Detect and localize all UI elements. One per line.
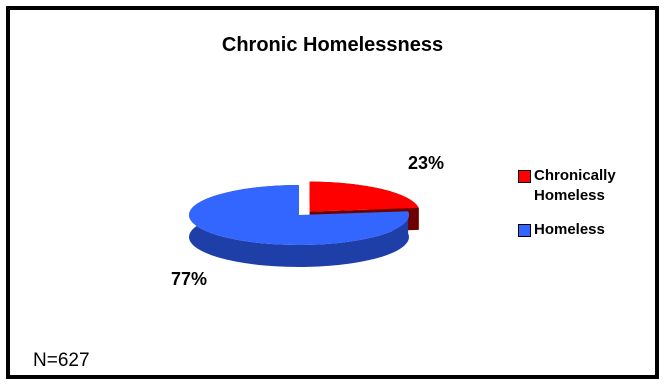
slice-label-homeless: 77%: [171, 269, 208, 289]
sample-size-note: N=627: [33, 350, 90, 371]
chart-title: Chronic Homelessness: [221, 34, 444, 56]
legend-item-chronically-homeless: Chronically Homeless: [518, 166, 644, 206]
pie-slice-chronically-homeless: [309, 181, 419, 212]
pie-chart: [189, 181, 419, 268]
slice-label-chronically-homeless: 23%: [408, 153, 445, 173]
legend-label-chronically-homeless: Chronically Homeless: [534, 167, 616, 204]
chart-frame: Chronic Homelessness 23% 77% Chronically…: [6, 6, 659, 379]
legend-item-homeless: Homeless: [518, 220, 644, 240]
legend-swatch-homeless: [518, 224, 531, 237]
legend-swatch-chronically-homeless: [518, 170, 531, 183]
legend-label-homeless: Homeless: [534, 221, 605, 238]
legend: Chronically Homeless Homeless: [518, 166, 644, 254]
pie-slice-homeless: [189, 185, 409, 246]
